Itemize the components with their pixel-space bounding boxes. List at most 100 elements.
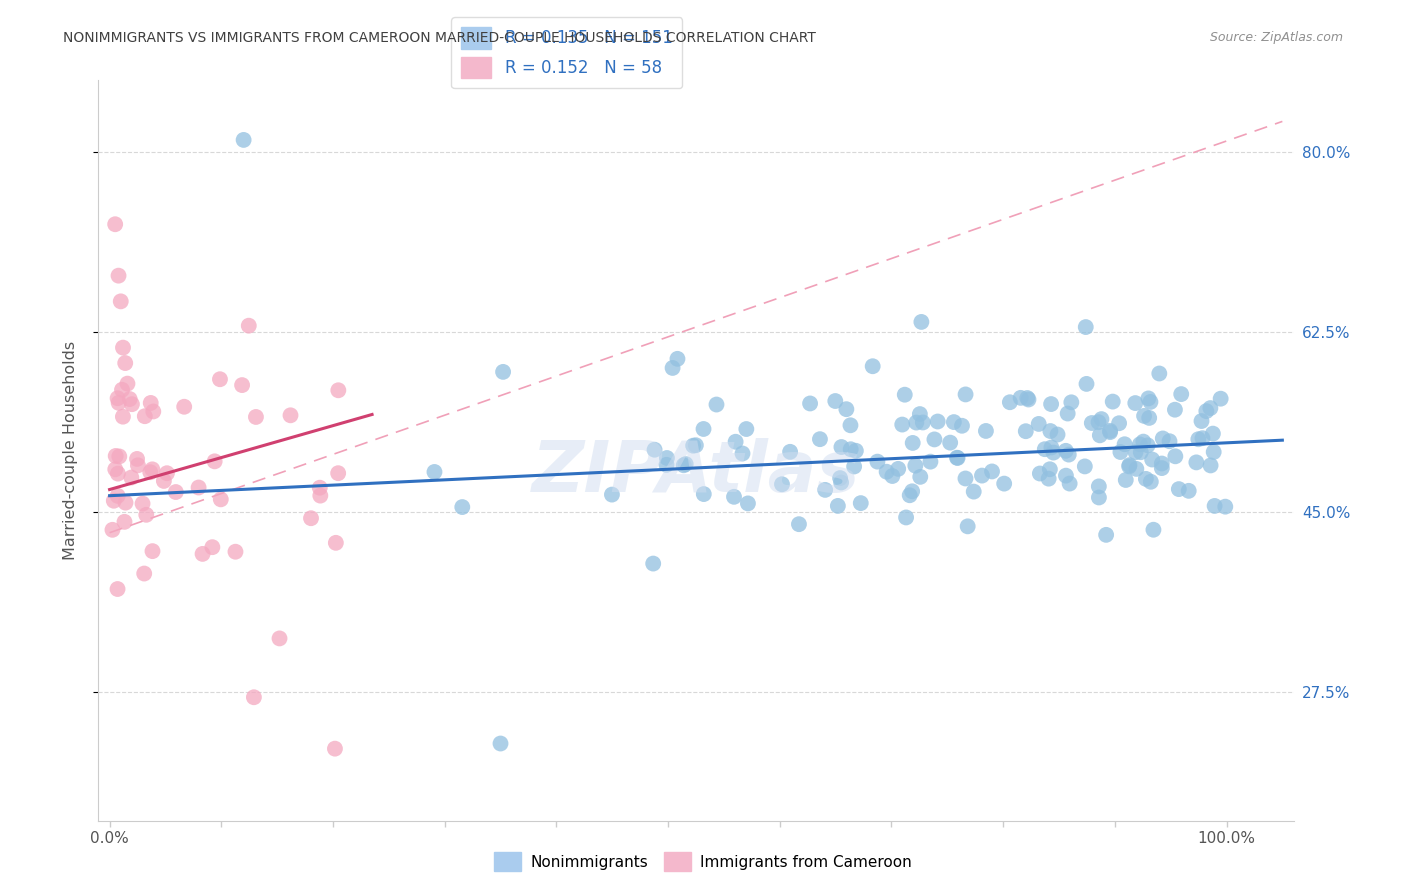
Point [107,489,129,503]
Point [830,475,852,490]
Point [1136,438,1159,452]
Point [131,497,153,511]
Point [325,536,347,550]
Legend: R = 0.135   N = 151, R = 0.152   N = 58: R = 0.135 N = 151, R = 0.152 N = 58 [451,17,682,88]
Point [114,356,136,370]
Point [1125,462,1147,476]
Point [118,392,141,406]
Point [724,434,747,449]
Point [827,499,849,513]
Point [1149,367,1171,381]
Point [894,387,917,401]
Point [1076,376,1098,391]
Point [451,500,474,514]
Point [328,384,350,398]
Point [894,510,917,524]
Point [882,469,904,483]
Point [1098,424,1121,438]
Point [1167,482,1189,496]
Point [1099,425,1122,439]
Point [165,485,187,500]
Point [299,511,322,525]
Point [946,450,969,465]
Point [104,449,127,463]
Point [134,409,156,424]
Point [492,365,515,379]
Point [830,440,852,454]
Point [142,404,165,418]
Point [924,433,946,447]
Point [141,462,163,476]
Point [1054,468,1077,483]
Point [101,523,124,537]
Point [323,741,346,756]
Point [1074,320,1097,334]
Point [655,458,678,472]
Point [1202,445,1225,459]
Point [920,455,942,469]
Point [1081,416,1104,430]
Point [963,484,986,499]
Point [685,438,707,452]
Point [666,351,689,366]
Point [901,436,924,450]
Point [139,396,162,410]
Point [208,372,231,386]
Point [970,468,993,483]
Point [1108,416,1130,430]
Point [904,458,927,473]
Point [911,416,934,430]
Point [950,418,973,433]
Point [224,545,246,559]
Point [1140,475,1163,489]
Point [1090,412,1112,426]
Point [201,540,224,554]
Point [139,465,162,479]
Point [328,466,350,480]
Point [1088,428,1111,442]
Point [787,517,810,532]
Point [901,484,924,499]
Point [956,519,979,533]
Point [974,424,997,438]
Point [1135,472,1157,486]
Text: Source: ZipAtlas.com: Source: ZipAtlas.com [1209,31,1343,45]
Point [1101,394,1123,409]
Point [134,566,156,581]
Point [1046,427,1069,442]
Point [1140,452,1163,467]
Point [675,457,697,471]
Point [1164,450,1187,464]
Point [849,496,872,510]
Point [1159,434,1181,449]
Point [905,416,928,430]
Point [643,557,665,571]
Text: ZIPAtlas: ZIPAtlas [531,438,860,508]
Point [1017,391,1039,405]
Point [1152,432,1174,446]
Point [1042,445,1064,459]
Point [644,442,666,457]
Point [1057,448,1080,462]
Point [141,544,163,558]
Legend: Nonimmigrants, Immigrants from Cameroon: Nonimmigrants, Immigrants from Cameroon [488,847,918,877]
Point [737,496,759,510]
Point [887,462,910,476]
Point [939,435,962,450]
Point [245,409,267,424]
Point [910,315,932,329]
Point [1191,414,1213,428]
Point [1133,409,1156,423]
Point [489,737,512,751]
Point [692,422,714,436]
Point [661,360,683,375]
Point [423,465,446,479]
Point [1150,461,1173,475]
Point [309,489,332,503]
Point [682,439,704,453]
Point [108,450,131,464]
Point [1109,445,1132,459]
Point [981,465,1004,479]
Point [1056,407,1078,421]
Point [770,477,793,491]
